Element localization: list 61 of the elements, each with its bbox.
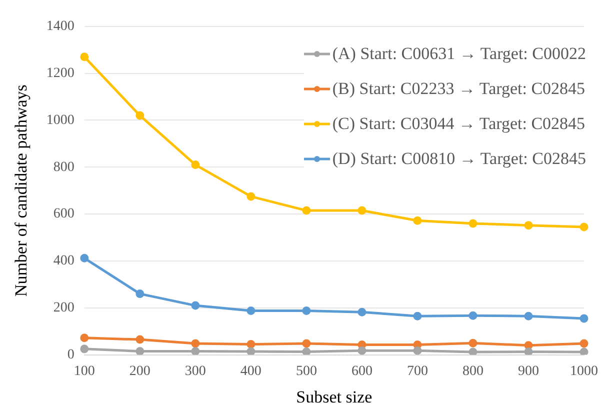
x-axis-title: Subset size [296, 387, 372, 406]
point [413, 216, 422, 225]
point [468, 348, 478, 355]
point [246, 347, 256, 355]
point [191, 301, 200, 310]
x-tick-label: 700 [406, 364, 428, 379]
y-tick-label: 1200 [46, 66, 74, 81]
point [80, 334, 89, 342]
y-axis-title: Number of candidate pathways [12, 84, 31, 297]
x-tick-label: 900 [518, 364, 539, 379]
point [413, 312, 422, 320]
point [191, 347, 200, 355]
point [80, 254, 89, 262]
point [524, 221, 533, 230]
legend-label: (C) Start: C03044 → Target: C02845 [332, 114, 586, 134]
point [524, 348, 533, 355]
point [468, 311, 478, 320]
point [80, 52, 89, 62]
point [358, 346, 366, 355]
point [413, 346, 422, 355]
x-tick-label: 300 [184, 364, 206, 379]
point [580, 222, 588, 232]
point [468, 219, 478, 228]
point [302, 206, 311, 215]
point [136, 290, 144, 298]
y-tick-label: 800 [53, 160, 74, 175]
y-tick-label: 600 [53, 206, 74, 222]
point [191, 160, 200, 170]
y-tick-label: 1400 [46, 19, 74, 34]
x-tick-label: 1000 [570, 364, 598, 379]
x-tick-label: 100 [74, 364, 95, 379]
point [468, 338, 478, 348]
point [191, 339, 200, 348]
legend-label: (A) Start: C00631 → Target: C00022 [332, 44, 586, 64]
point [80, 344, 89, 354]
x-tick-label: 400 [240, 364, 262, 379]
legend-label: (B) Start: C02233 → Target: C02845 [332, 78, 586, 98]
y-tick-label: 0 [67, 347, 74, 362]
point [580, 348, 588, 355]
y-tick-label: 400 [53, 254, 74, 269]
point [246, 340, 256, 348]
point [580, 339, 588, 348]
x-tick-label: 600 [351, 364, 372, 379]
point [302, 339, 311, 348]
x-tick-label: 800 [462, 364, 484, 379]
point [246, 306, 256, 315]
point [136, 347, 144, 355]
x-tick-label: 200 [129, 364, 150, 379]
point [136, 335, 144, 344]
point [358, 206, 366, 215]
point [358, 308, 366, 316]
point [524, 312, 533, 320]
point [246, 192, 256, 201]
point [136, 111, 144, 120]
point [302, 348, 311, 355]
point [580, 314, 588, 323]
y-tick-label: 1000 [46, 112, 74, 128]
y-tick-label: 200 [53, 300, 74, 316]
point [302, 306, 311, 315]
x-tick-label: 500 [296, 364, 317, 379]
legend-label: (D) Start: C00810 → Target: C02845 [332, 148, 586, 168]
